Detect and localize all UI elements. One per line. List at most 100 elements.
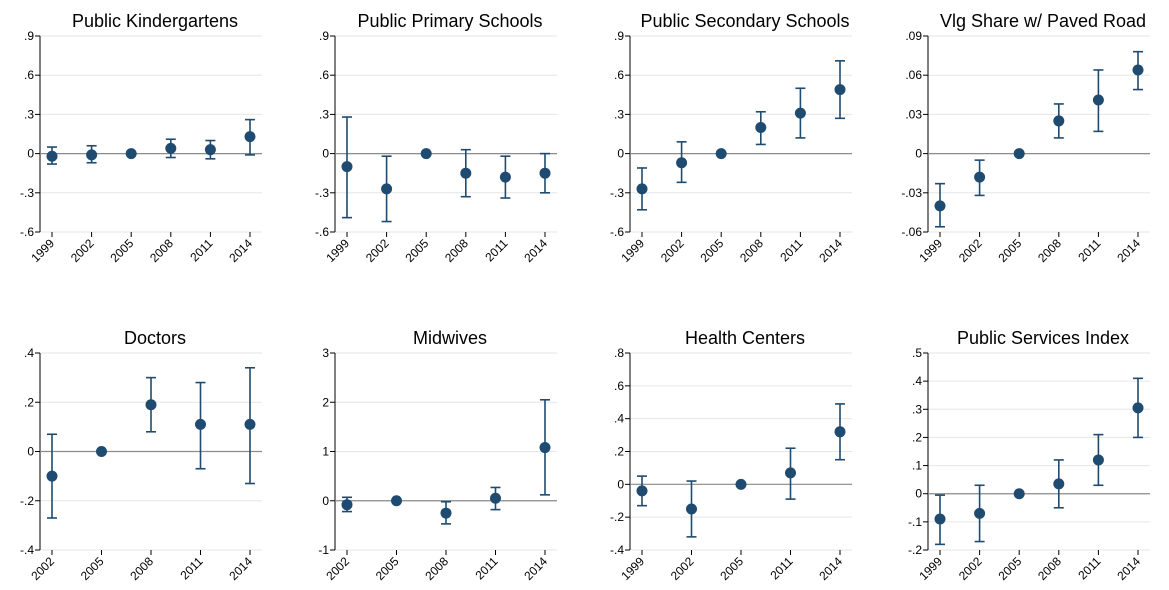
y-tick-label: 3 — [322, 346, 329, 360]
y-tick-label: -1 — [318, 543, 329, 557]
y-tick-label: .4 — [24, 346, 34, 360]
data-point — [341, 499, 353, 511]
y-tick-label: .2 — [912, 430, 922, 444]
y-tick-label: .8 — [614, 346, 624, 360]
y-tick-label: .1 — [912, 459, 922, 473]
y-tick-label: .9 — [24, 29, 34, 43]
x-tick-label: 2014 — [521, 554, 550, 583]
data-point — [341, 161, 353, 173]
chart-title: Doctors — [124, 328, 186, 348]
data-point — [440, 507, 452, 519]
x-tick-label: 2005 — [373, 554, 402, 583]
x-tick-label: 2014 — [816, 554, 845, 583]
data-point — [974, 507, 986, 519]
data-point — [244, 131, 256, 143]
x-tick-label: 2011 — [482, 236, 510, 264]
y-tick-label: -.6 — [610, 225, 624, 239]
y-tick-label: -.2 — [610, 510, 624, 524]
x-tick-label: 2008 — [147, 236, 176, 265]
data-point — [1132, 64, 1144, 76]
y-tick-label: -.6 — [20, 225, 34, 239]
x-tick-label: 2002 — [658, 236, 687, 265]
data-point — [86, 149, 98, 161]
data-point — [794, 107, 806, 119]
chart-panel-6: Midwives -1 0 1 2 3 2002 2005 2008 2011 2014 — [318, 328, 557, 583]
x-tick-label: 2014 — [226, 554, 255, 583]
data-point — [1053, 478, 1065, 490]
x-tick-label: 2011 — [177, 554, 205, 582]
y-tick-label: .3 — [614, 107, 624, 121]
x-tick-label: 1999 — [618, 236, 647, 265]
data-point — [125, 148, 137, 160]
y-tick-label: .6 — [614, 68, 624, 82]
y-tick-label: -.2 — [20, 494, 34, 508]
x-tick-label: 2005 — [717, 554, 746, 583]
x-tick-label: 2014 — [1114, 554, 1143, 583]
y-tick-label: -.6 — [315, 225, 329, 239]
y-tick-label: 1 — [322, 445, 329, 459]
chart-title: Midwives — [413, 328, 487, 348]
chart-title: Vlg Share w/ Paved Road — [940, 11, 1146, 31]
data-point — [539, 167, 551, 179]
y-tick-label: 0 — [27, 445, 34, 459]
x-tick-label: 2014 — [521, 236, 550, 265]
y-tick-label: -.03 — [901, 186, 922, 200]
data-point — [499, 171, 511, 183]
y-tick-label: .4 — [912, 374, 922, 388]
y-tick-label: 0 — [322, 147, 329, 161]
x-tick-label: 2008 — [422, 554, 451, 583]
chart-panel-1: Public Kindergartens -.6 -.3 0 .3 .6 .9 1999 200… — [20, 11, 262, 265]
data-point — [934, 200, 946, 212]
data-point — [1092, 94, 1104, 106]
data-point — [1132, 402, 1144, 414]
y-tick-label: .03 — [905, 107, 922, 121]
y-tick-label: .9 — [614, 29, 624, 43]
y-tick-label: .6 — [614, 379, 624, 393]
x-tick-label: 2002 — [956, 236, 985, 265]
y-tick-label: .06 — [905, 68, 922, 82]
y-tick-label: .6 — [319, 68, 329, 82]
data-point — [381, 183, 393, 195]
x-tick-label: 2005 — [996, 236, 1025, 265]
y-tick-label: .9 — [319, 29, 329, 43]
data-point — [145, 399, 157, 411]
x-tick-label: 2005 — [996, 554, 1025, 583]
y-tick-label: .2 — [24, 395, 34, 409]
x-tick-label: 2002 — [956, 554, 985, 583]
y-tick-label: .4 — [614, 412, 624, 426]
x-tick-label: 2014 — [226, 236, 255, 265]
data-point — [934, 513, 946, 525]
x-tick-label: 2008 — [442, 236, 471, 265]
data-point — [539, 442, 551, 454]
data-point — [735, 478, 747, 490]
x-tick-label: 1999 — [618, 554, 647, 583]
x-tick-label: 2011 — [472, 554, 500, 582]
x-tick-label: 2005 — [108, 236, 137, 265]
chart-title: Public Kindergartens — [72, 11, 238, 31]
x-tick-label: 2011 — [777, 236, 805, 264]
data-point — [1053, 115, 1065, 127]
y-tick-label: .3 — [24, 107, 34, 121]
x-tick-label: 2011 — [1075, 554, 1103, 582]
data-point — [834, 84, 846, 96]
data-point — [46, 470, 58, 482]
chart-panel-8: Public Services Index -.2 -.1 0 .1 .2 .3 .4 .5 19… — [908, 328, 1150, 583]
x-tick-label: 2011 — [767, 554, 795, 582]
data-point — [755, 121, 767, 133]
data-point — [636, 183, 648, 195]
data-point — [420, 148, 432, 160]
y-tick-label: .2 — [614, 445, 624, 459]
x-tick-label: 2008 — [737, 236, 766, 265]
chart-title: Public Secondary Schools — [640, 11, 849, 31]
x-tick-label: 2002 — [323, 554, 352, 583]
data-point — [195, 418, 206, 430]
x-tick-label: 2002 — [668, 554, 697, 583]
x-tick-label: 2002 — [68, 236, 97, 265]
data-point — [1013, 488, 1025, 500]
data-point — [46, 150, 58, 162]
x-tick-label: 2002 — [28, 554, 57, 583]
y-tick-label: -.3 — [610, 186, 624, 200]
x-tick-label: 2014 — [1114, 236, 1143, 265]
data-point — [636, 485, 648, 497]
